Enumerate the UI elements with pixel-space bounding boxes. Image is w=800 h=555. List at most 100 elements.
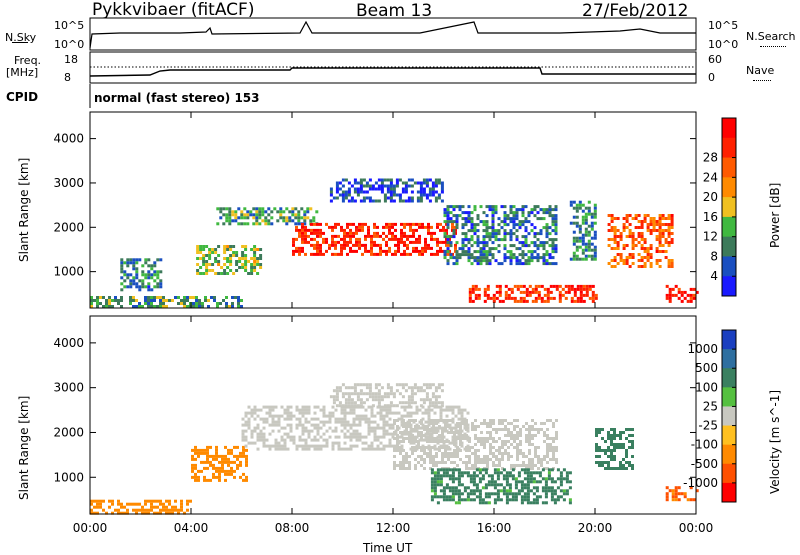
echo-cell	[177, 296, 180, 299]
echo-cell	[383, 184, 387, 188]
echo-cell	[466, 495, 470, 499]
echo-cell	[244, 414, 248, 418]
nsky-tick-bottom-right: 10^0	[708, 38, 739, 51]
echo-cell	[460, 474, 464, 478]
echo-cell	[197, 448, 200, 452]
echo-cell	[405, 437, 408, 440]
echo-cell	[543, 434, 546, 437]
echo-cell	[289, 438, 293, 442]
echo-cell	[114, 508, 117, 512]
echo-cell	[538, 471, 542, 475]
echo-cell	[227, 457, 230, 461]
echo-cell	[631, 241, 635, 244]
echo-cell	[186, 508, 189, 512]
echo-cell	[490, 474, 494, 478]
echo-cell	[504, 293, 508, 297]
echo-cell	[514, 486, 518, 490]
colorbar-segment	[722, 177, 736, 198]
echo-cell	[544, 483, 548, 487]
echo-cell	[355, 417, 359, 421]
echo-cell	[432, 419, 435, 422]
echo-cell	[301, 405, 305, 409]
echo-cell	[205, 272, 209, 275]
echo-cell	[349, 246, 352, 250]
echo-cell	[579, 284, 583, 288]
echo-cell	[494, 211, 498, 215]
echo-cell	[295, 405, 299, 409]
echo-cell	[203, 460, 206, 464]
echo-cell	[312, 216, 316, 220]
echo-cell	[401, 401, 405, 405]
echo-cell	[368, 389, 372, 393]
echo-cell	[410, 392, 414, 396]
echo-cell	[598, 455, 601, 458]
echo-cell	[423, 434, 426, 437]
echo-cell	[433, 486, 437, 490]
echo-cell	[492, 446, 495, 449]
echo-cell	[547, 474, 551, 478]
echo-cell	[241, 257, 245, 260]
echo-cell	[228, 305, 231, 308]
echo-cell	[559, 483, 563, 487]
echo-cell	[445, 414, 449, 418]
echo-cell	[507, 452, 510, 455]
echo-cell	[377, 404, 381, 408]
echo-cell	[534, 287, 538, 291]
echo-cell	[655, 229, 659, 232]
echo-cell	[622, 244, 626, 247]
echo-cell	[117, 508, 120, 512]
echo-cell	[434, 190, 438, 194]
y-tick-label: 1000	[53, 265, 84, 279]
echo-cell	[96, 296, 99, 299]
echo-cell	[244, 423, 248, 427]
echo-cell	[389, 401, 393, 405]
echo-cell	[444, 428, 447, 431]
echo-cell	[490, 492, 494, 496]
echo-cell	[552, 425, 555, 428]
echo-cell	[509, 208, 513, 212]
echo-cell	[569, 257, 573, 261]
colorbar-segment	[722, 236, 736, 257]
echo-cell	[550, 492, 554, 496]
echo-cell	[294, 222, 298, 226]
echo-cell	[448, 486, 452, 490]
echo-cell	[649, 253, 653, 256]
echo-cell	[526, 498, 530, 502]
echo-cell	[456, 452, 459, 455]
echo-cell	[393, 449, 396, 452]
echo-cell	[303, 222, 307, 226]
echo-cell	[138, 302, 141, 305]
echo-cell	[436, 249, 439, 253]
echo-cell	[613, 455, 616, 458]
echo-cell	[475, 468, 479, 472]
echo-cell	[259, 248, 263, 251]
echo-cell	[270, 222, 274, 226]
echo-cell	[429, 428, 432, 431]
echo-cell	[168, 511, 171, 515]
echo-cell	[528, 290, 532, 294]
echo-cell	[313, 444, 317, 448]
echo-cell	[584, 248, 588, 252]
echo-cell	[523, 492, 527, 496]
echo-cell	[406, 243, 409, 247]
echo-cell	[420, 434, 423, 437]
echo-cell	[388, 231, 391, 235]
echo-cell	[439, 474, 443, 478]
echo-cell	[401, 187, 405, 191]
echo-cell	[373, 222, 376, 226]
echo-cell	[607, 431, 610, 434]
echo-cell	[451, 486, 455, 490]
echo-cell	[543, 422, 546, 425]
echo-cell	[286, 417, 290, 421]
echo-cell	[385, 243, 388, 247]
echo-cell	[391, 225, 394, 229]
echo-cell	[295, 426, 299, 430]
echo-cell	[587, 248, 591, 252]
echo-cell	[356, 398, 360, 402]
echo-cell	[474, 452, 477, 455]
echo-cell	[570, 284, 574, 288]
echo-cell	[144, 296, 147, 299]
echo-cell	[258, 213, 262, 217]
echo-cell	[203, 451, 206, 455]
echo-cell	[352, 444, 356, 448]
